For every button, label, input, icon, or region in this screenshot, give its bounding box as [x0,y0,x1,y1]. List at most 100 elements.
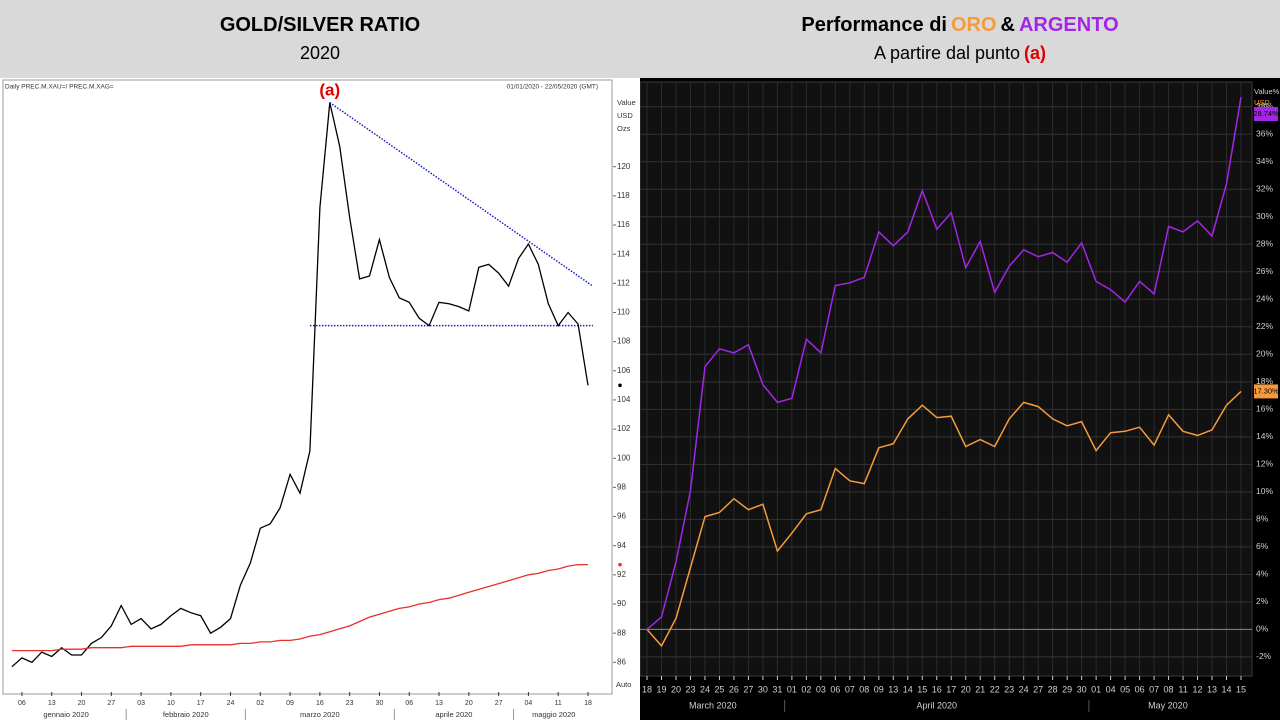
y-tick-label: 98 [617,482,626,491]
x-tick-label: 03 [137,700,145,707]
chart-subtitle: A partire dal punto (a) [640,43,1280,64]
x-tick-label: 17 [946,684,956,694]
y-tick-label: 36% [1256,129,1273,139]
x-tick-label: 11 [1178,684,1187,694]
x-tick-label: 01 [787,684,797,694]
month-label: febbraio 2020 [163,710,209,719]
title-part: ARGENTO [1018,14,1119,36]
title-part: ORO [950,14,997,36]
x-tick-label: 27 [1033,684,1043,694]
y-tick-label: 22% [1256,321,1273,331]
x-tick-label: 21 [975,684,985,694]
value-tag-bg [1254,107,1278,121]
y-tick-label: 14% [1256,431,1273,441]
instrument-label: Daily PREC.M.XAU=/ PREC.M.XAG= [5,84,114,91]
ratio-chart: 86 88 90 92 94 96 98 100 102 104 106 108 110 112 114 11… [0,78,640,720]
y-tick-label: 6% [1256,541,1269,551]
x-tick-label: 31 [772,684,782,694]
y-tick-label: 12% [1256,459,1273,469]
y-tick-label: 0% [1256,624,1269,634]
x-tick-label: 13 [48,700,56,707]
y-tick-label: 92 [617,570,626,579]
month-label: May 2020 [1148,700,1188,710]
x-tick-label: 06 [830,684,840,694]
x-tick-label: 12 [1193,684,1203,694]
y-tick-label: 86 [617,657,626,666]
x-tick-label: 14 [1222,684,1232,694]
y-unit-label: Value% [1254,87,1280,96]
x-tick-label: 24 [1019,684,1029,694]
y-unit-label: USD [1254,98,1270,107]
panel-bg [0,78,640,720]
x-tick-label: 27 [743,684,753,694]
x-tick-label: 18 [584,700,592,707]
y-tick-label: 112 [617,278,630,287]
month-label: marzo 2020 [300,710,340,719]
x-tick-label: 20 [465,700,473,707]
y-tick-label: 88 [617,628,626,637]
y-tick-label: 20% [1256,349,1273,359]
y-tick-label: 118 [617,191,630,200]
y-tick-label: 16% [1256,404,1273,414]
value-tag: 17.30% [1253,386,1279,395]
month-label: gennaio 2020 [43,710,88,719]
performance-chart: -2% 0% 2% 4% 6% 8% 10% 12% 14% 16% 18% 20% 22% 24% 26%… [640,78,1280,720]
x-tick-label: 06 [1135,684,1145,694]
subtitle-part: (a) [1024,43,1047,63]
x-tick-label: 30 [1077,684,1087,694]
plot-frame [2,79,613,695]
x-tick-label: 26 [729,684,739,694]
x-tick-label: 08 [859,684,869,694]
x-tick-label: 07 [1149,684,1159,694]
chart-subtitle: 2020 [299,43,341,63]
y-tick-label: 104 [617,395,631,404]
y-tick-label: 114 [617,249,630,258]
left-header: GOLD/SILVER RATIO 2020 [0,0,640,78]
scale-mode: Auto [616,680,631,689]
x-tick-label: 09 [874,684,884,694]
y-tick-label: 120 [617,162,631,171]
x-tick-label: 25 [714,684,724,694]
subtitle-part: A partire dal punto [873,43,1021,63]
value-tag: 28.74% [1253,109,1279,118]
x-tick-label: 11 [555,700,562,707]
y-unit-label: USD [617,111,633,120]
x-tick-label: 14 [903,684,913,694]
x-tick-label: 29 [1062,684,1072,694]
x-tick-label: 01 [1091,684,1101,694]
y-unit-label: Ozs [617,124,631,133]
x-tick-label: 28 [1048,684,1058,694]
y-tick-label: 10% [1256,486,1273,496]
plot-frame [640,81,1253,677]
x-tick-label: 13 [1207,684,1217,694]
x-tick-label: 02 [256,700,264,707]
x-tick-label: 18 [642,684,652,694]
series-line [646,390,1242,648]
month-label: aprile 2020 [435,710,472,719]
y-tick-label: 116 [617,220,630,229]
y-tick-label: 90 [617,599,626,608]
y-tick-label: 38% [1256,101,1273,111]
x-tick-label: 27 [495,700,503,707]
x-tick-label: 03 [816,684,826,694]
x-tick-label: 07 [845,684,855,694]
x-tick-label: 23 [346,700,354,707]
y-tick-label: 34% [1256,156,1273,166]
last-value-dot [618,562,622,567]
month-label: April 2020 [916,700,957,710]
right-header: Performance di ORO & ARGENTO A partire dal … [640,0,1280,78]
x-tick-label: 13 [435,700,443,707]
month-label: maggio 2020 [532,710,575,719]
x-tick-label: 20 [78,700,86,707]
y-tick-label: 24% [1256,294,1273,304]
x-tick-label: 04 [525,700,533,707]
x-tick-label: 06 [18,700,26,707]
y-tick-label: 106 [617,366,631,375]
x-tick-label: 20 [961,684,971,694]
series-line [12,563,588,652]
x-tick-label: 08 [1164,684,1174,694]
series-line [646,96,1242,630]
x-tick-label: 19 [656,684,666,694]
value-tag-bg [1254,384,1278,399]
